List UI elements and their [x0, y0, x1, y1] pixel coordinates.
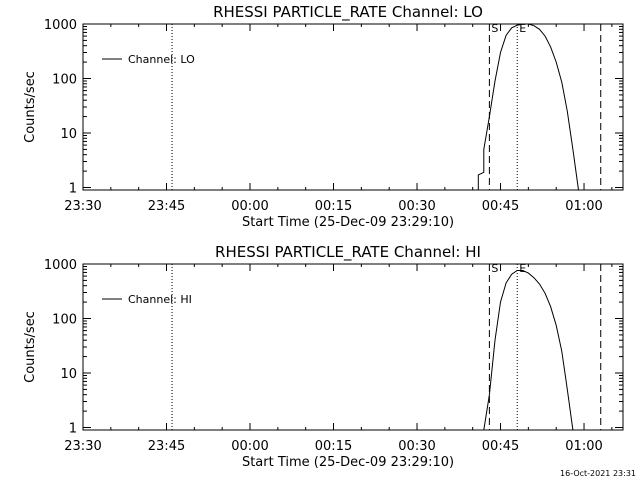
x-tick-label: 23:45 [148, 439, 185, 454]
x-tick-label: 23:45 [148, 199, 185, 214]
x-tick-label: 23:30 [64, 439, 101, 454]
y-tick-label: 1000 [44, 18, 77, 33]
x-tick-label: 00:45 [482, 439, 519, 454]
x-tick-label: 00:30 [398, 439, 435, 454]
y-tick-label: 1000 [44, 258, 77, 273]
chart-title: RHESSI PARTICLE_RATE Channel: HI [215, 243, 481, 262]
y-tick-label: 100 [52, 73, 77, 88]
x-axis-label: Start Time (25-Dec-09 23:29:10) [242, 215, 454, 230]
x-tick-label: 00:30 [398, 199, 435, 214]
x-tick-label: 00:00 [231, 439, 268, 454]
y-axis-label: Counts/sec [23, 71, 38, 143]
x-tick-label: 23:30 [64, 199, 101, 214]
x-tick-label: 00:45 [482, 199, 519, 214]
legend-label: Channel: LO [128, 53, 195, 66]
y-tick-label: 100 [52, 313, 77, 328]
y-tick-label: 1 [69, 182, 77, 197]
event-marker-label: E [519, 262, 526, 275]
y-tick-label: 10 [60, 367, 77, 382]
event-marker-label: S [491, 22, 498, 35]
series-line [483, 270, 574, 431]
legend-label: Channel: HI [128, 293, 192, 306]
series-line [477, 23, 579, 191]
x-tick-label: 00:00 [231, 199, 268, 214]
x-tick-label: 00:15 [315, 439, 352, 454]
panel-lo: RHESSI PARTICLE_RATE Channel: LO Start T… [23, 3, 624, 230]
chart-title: RHESSI PARTICLE_RATE Channel: LO [213, 3, 483, 22]
event-marker-label: S [491, 262, 498, 275]
event-marker-label: E [519, 22, 526, 35]
y-axis-label: Counts/sec [23, 311, 38, 383]
x-tick-label: 01:00 [565, 439, 602, 454]
panel-hi: RHESSI PARTICLE_RATE Channel: HI Start T… [23, 243, 624, 470]
timestamp-footer: 16-Oct-2021 23:31 [560, 469, 636, 478]
x-axis-label: Start Time (25-Dec-09 23:29:10) [242, 455, 454, 470]
x-tick-label: 00:15 [315, 199, 352, 214]
x-tick-label: 01:00 [565, 199, 602, 214]
y-tick-label: 1 [69, 422, 77, 437]
y-tick-label: 10 [60, 127, 77, 142]
